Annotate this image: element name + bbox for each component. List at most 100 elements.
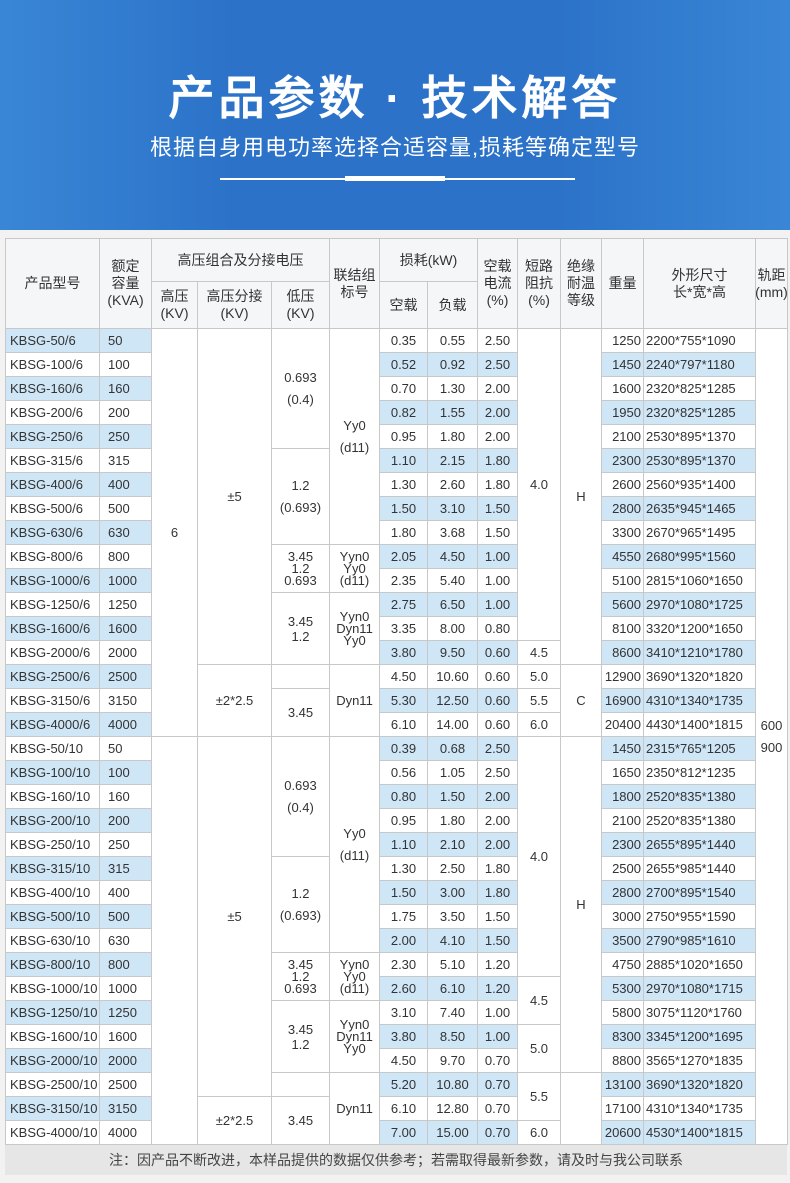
load-loss: 1.05 — [427, 760, 478, 785]
footer-note: 注：因产品不断改进，本样品提供的数据仅供参考；若需取得最新参数，请及时与我公司联… — [5, 1145, 787, 1175]
capacity: 50 — [99, 328, 152, 353]
capacity: 3150 — [99, 1096, 152, 1121]
model: KBSG-630/6 — [5, 520, 100, 545]
no-load-loss: 0.82 — [379, 400, 428, 425]
load-loss: 2.15 — [427, 448, 478, 473]
no-load-current: 2.50 — [477, 760, 518, 785]
dimensions: 3075*1120*1760 — [643, 1000, 756, 1025]
load-loss: 8.50 — [427, 1024, 478, 1049]
hv-tap: ±5 — [197, 328, 272, 665]
dimensions: 4310*1340*1735 — [643, 688, 756, 713]
model: KBSG-1000/6 — [5, 568, 100, 593]
capacity: 1600 — [99, 616, 152, 641]
hv-tap: ±2*2.5 — [197, 1096, 272, 1145]
dimensions: 2530*895*1370 — [643, 424, 756, 449]
no-load-loss: 0.52 — [379, 352, 428, 377]
connection-group: Yyn0 Dyn11 Yy0 — [329, 1000, 380, 1073]
weight: 8800 — [601, 1048, 644, 1073]
divider-accent — [345, 176, 445, 181]
model: KBSG-3150/6 — [5, 688, 100, 713]
dimensions: 2655*895*1440 — [643, 832, 756, 857]
capacity: 630 — [99, 928, 152, 953]
dimensions: 2970*1080*1725 — [643, 592, 756, 617]
no-load-loss: 2.75 — [379, 592, 428, 617]
header-cell: 高压 (KV) — [151, 281, 198, 329]
no-load-loss: 4.50 — [379, 1048, 428, 1073]
header-cell: 额定 容量 (KVA) — [99, 238, 152, 329]
weight: 5600 — [601, 592, 644, 617]
weight: 20400 — [601, 712, 644, 737]
no-load-current: 0.60 — [477, 712, 518, 737]
dimensions: 2635*945*1465 — [643, 496, 756, 521]
capacity: 2500 — [99, 1072, 152, 1097]
capacity: 160 — [99, 784, 152, 809]
no-load-loss: 0.56 — [379, 760, 428, 785]
low-voltage: 0.693 (0.4) — [271, 736, 330, 857]
model: KBSG-1250/6 — [5, 592, 100, 617]
weight: 1450 — [601, 736, 644, 761]
impedance: 6.0 — [517, 1120, 561, 1145]
banner: 产品参数 · 技术解答 根据自身用电功率选择合适容量,损耗等确定型号 — [0, 0, 790, 230]
dimensions: 3410*1210*1780 — [643, 640, 756, 665]
high-voltage — [151, 736, 198, 1145]
no-load-current: 1.00 — [477, 1000, 518, 1025]
dimensions: 3320*1200*1650 — [643, 616, 756, 641]
track-gauge: 600 900 — [755, 328, 788, 1145]
title: 产品参数 · 技术解答 — [168, 72, 622, 124]
dimensions: 2970*1080*1715 — [643, 976, 756, 1001]
no-load-current: 2.50 — [477, 352, 518, 377]
model: KBSG-100/10 — [5, 760, 100, 785]
capacity: 2000 — [99, 1048, 152, 1073]
low-voltage: 0.693 (0.4) — [271, 328, 330, 449]
load-loss: 0.68 — [427, 736, 478, 761]
model: KBSG-400/10 — [5, 880, 100, 905]
no-load-loss: 5.30 — [379, 688, 428, 713]
no-load-current: 0.70 — [477, 1048, 518, 1073]
no-load-current: 1.20 — [477, 952, 518, 977]
connection-group: Yyn0 Yy0 (d11) — [329, 544, 380, 593]
model: KBSG-1000/10 — [5, 976, 100, 1001]
connection-group: Yyn0 Dyn11 Yy0 — [329, 592, 380, 665]
impedance: 5.0 — [517, 664, 561, 689]
insulation-class: C — [560, 664, 602, 737]
no-load-loss: 0.35 — [379, 328, 428, 353]
weight: 2100 — [601, 808, 644, 833]
dimensions: 3690*1320*1820 — [643, 664, 756, 689]
model: KBSG-630/10 — [5, 928, 100, 953]
low-voltage: 3.45 1.2 0.693 — [271, 952, 330, 1001]
dimensions: 3690*1320*1820 — [643, 1072, 756, 1097]
dimensions: 2885*1020*1650 — [643, 952, 756, 977]
model: KBSG-160/6 — [5, 376, 100, 401]
dimensions: 3345*1200*1695 — [643, 1024, 756, 1049]
weight: 2800 — [601, 880, 644, 905]
header-cell: 损耗(kW) — [379, 238, 478, 282]
no-load-loss: 1.50 — [379, 880, 428, 905]
header-cell: 高压分接 (KV) — [197, 281, 272, 329]
capacity: 1000 — [99, 568, 152, 593]
no-load-loss: 0.80 — [379, 784, 428, 809]
load-loss: 1.50 — [427, 784, 478, 809]
model: KBSG-4000/6 — [5, 712, 100, 737]
capacity: 630 — [99, 520, 152, 545]
dimensions: 2520*835*1380 — [643, 808, 756, 833]
header-cell: 产品型号 — [5, 238, 100, 329]
no-load-loss: 0.95 — [379, 808, 428, 833]
impedance: 4.5 — [517, 640, 561, 665]
no-load-loss: 2.30 — [379, 952, 428, 977]
no-load-loss: 5.20 — [379, 1072, 428, 1097]
low-voltage — [271, 1072, 330, 1097]
header-cell: 空载 — [379, 281, 428, 329]
load-loss: 2.10 — [427, 832, 478, 857]
capacity: 315 — [99, 856, 152, 881]
no-load-loss: 7.00 — [379, 1120, 428, 1145]
header-cell: 高压组合及分接电压 — [151, 238, 330, 282]
no-load-current: 2.50 — [477, 736, 518, 761]
header-cell: 联结组 标号 — [329, 238, 380, 329]
no-load-current: 2.00 — [477, 832, 518, 857]
load-loss: 7.40 — [427, 1000, 478, 1025]
load-loss: 5.10 — [427, 952, 478, 977]
impedance: 5.5 — [517, 1072, 561, 1121]
header-cell: 外形尺寸 长*宽*高 — [643, 238, 756, 329]
no-load-current: 1.00 — [477, 544, 518, 569]
